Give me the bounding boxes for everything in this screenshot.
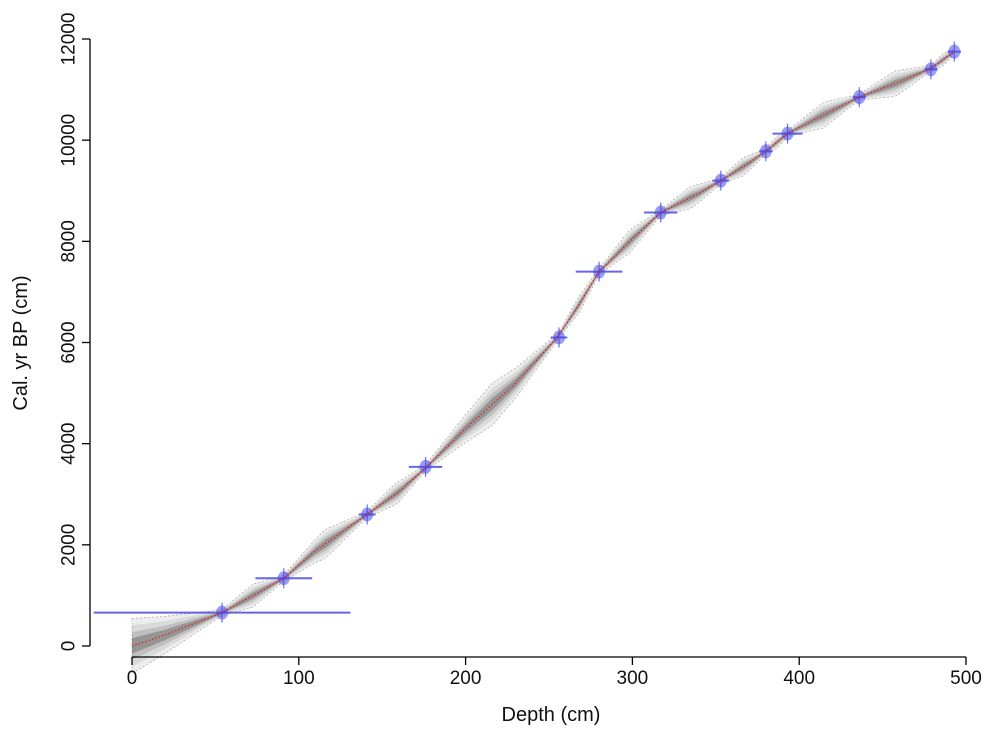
envelope-band bbox=[132, 51, 953, 654]
envelope-band bbox=[132, 50, 953, 667]
dated-level bbox=[255, 568, 313, 589]
x-tick-label: 0 bbox=[127, 668, 138, 689]
age-model bbox=[131, 51, 955, 647]
x-tick-label: 400 bbox=[783, 668, 815, 689]
y-tick-label: 10000 bbox=[59, 114, 80, 167]
x-axis-ticks: 0 100 200 300 400 500 bbox=[127, 657, 982, 689]
model-line bbox=[131, 51, 955, 647]
x-axis-title: Depth (cm) bbox=[502, 704, 601, 726]
y-tick-label: 0 bbox=[59, 641, 80, 652]
axes: 0 100 200 300 400 500 0 2000 4000 6000 8000 10000 1… bbox=[59, 13, 982, 689]
dated-level bbox=[924, 59, 938, 80]
envelope-band bbox=[132, 51, 953, 660]
x-tick-label: 500 bbox=[950, 668, 982, 689]
dated-level bbox=[550, 327, 568, 348]
y-tick-label: 4000 bbox=[59, 423, 80, 465]
y-tick-label: 6000 bbox=[59, 321, 80, 363]
dated-level bbox=[759, 141, 773, 162]
dated-level bbox=[947, 41, 961, 62]
age-envelope bbox=[131, 48, 953, 675]
x-tick-label: 200 bbox=[450, 668, 482, 689]
envelope-band bbox=[131, 48, 953, 675]
y-axis-ticks: 0 2000 4000 6000 8000 10000 12000 bbox=[59, 13, 90, 652]
dated-level bbox=[93, 602, 351, 623]
x-tick-label: 100 bbox=[283, 668, 315, 689]
dated-level bbox=[358, 504, 376, 525]
dated-level bbox=[852, 87, 866, 108]
y-tick-label: 12000 bbox=[59, 13, 80, 66]
x-tick-label: 300 bbox=[617, 668, 649, 689]
dated-level bbox=[772, 123, 803, 144]
dated-level bbox=[408, 456, 443, 477]
dated-level bbox=[644, 202, 678, 223]
y-tick-label: 2000 bbox=[59, 524, 80, 566]
dated-levels bbox=[93, 41, 961, 623]
y-axis-title: Cal. yr BP (cm) bbox=[10, 275, 32, 410]
y-tick-label: 8000 bbox=[59, 220, 80, 262]
